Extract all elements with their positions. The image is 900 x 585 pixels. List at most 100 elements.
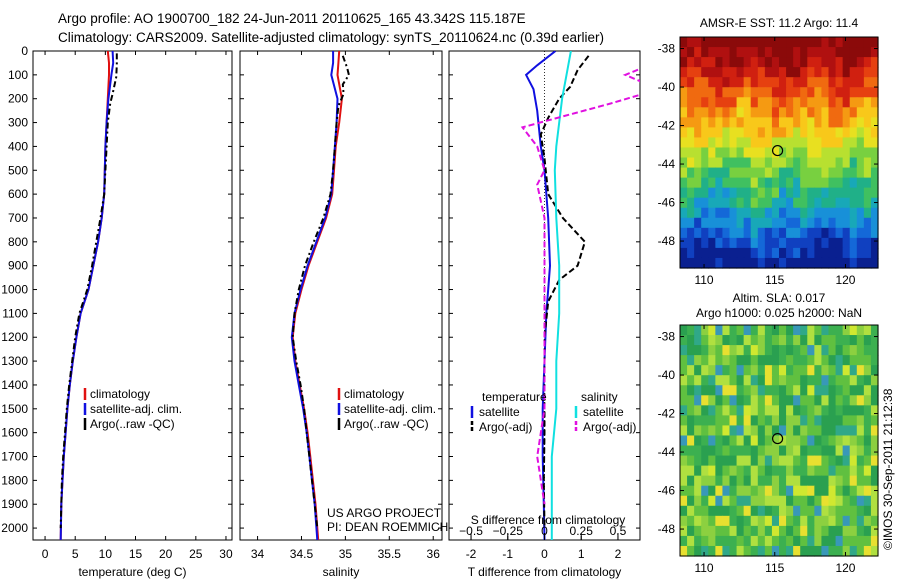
sla-map-cell [750,355,759,366]
sst-map-cell [722,57,731,68]
sst-map-cell [821,167,830,179]
sst-map-cell [835,77,844,88]
sla-map-cell [807,325,815,336]
sst-map-cell [757,217,766,229]
sla-map-cell [743,525,752,537]
sla-map-cell [715,375,724,386]
sla-map-cell [764,365,773,376]
sla-map-cell [779,345,787,356]
sla-map-cell [779,435,787,447]
sla-map-cell [743,455,752,467]
sst-map-cell [856,77,865,88]
sst-map-cell [828,77,837,88]
x-tick-label: 15 [129,547,143,561]
sla-map-cell [750,395,759,406]
sla-map-cell [835,335,844,346]
sla-map-cell [800,405,808,416]
sst-map-cell [779,127,787,139]
sst-map-cell [722,177,731,189]
sst-map-cell [863,177,872,189]
sst-map-cell [835,167,844,179]
sst-map-cell [849,107,858,118]
sla-argo-location-marker [771,432,784,445]
sst-map-cell [708,67,716,78]
sst-map-cell [750,247,759,259]
sla-map-cell [793,435,801,447]
sst-map-cell [849,167,858,179]
x-tick-label: -1 [502,547,513,561]
sla-map-cell [800,535,808,547]
sla-map-cell [715,445,724,457]
sla-map-cell [708,505,716,517]
sst-map-cell [807,117,815,128]
sla-map-cell [821,345,830,356]
sla-map-cell [870,365,879,376]
sla-map-cell [856,325,865,336]
sst-map-cell [708,87,716,98]
sla-map-cell [701,455,709,467]
sla-map-cell [814,505,823,517]
sst-map-cell [786,197,794,209]
sst-map-cell [828,207,837,219]
sla-map-cell [821,385,830,396]
sst-map-cell [687,257,695,269]
sla-map-cell [786,445,794,457]
sla-map-cell [779,465,787,477]
sla-map-cell [743,515,752,527]
sst-map-cell [771,107,780,118]
sst-map-cell [708,247,716,259]
x-tick-label: 10 [99,547,113,561]
sla-map-cell [694,545,702,557]
sst-map-cell [828,167,837,179]
sla-map-cell [800,335,808,346]
sla-map-cell [743,415,752,427]
sla-map-cell [722,485,731,497]
sst-map-cell [743,107,752,118]
sst-map-cell [701,177,709,189]
sst-map-cell [708,207,716,219]
sla-map-cell [743,535,752,547]
sst-map-cell [807,167,815,179]
sla-map-cell [750,335,759,346]
sst-map-cell [701,197,709,209]
sla-map-cell [687,435,695,447]
salinity-series-argo [291,55,350,529]
sst-map-cell [771,157,780,169]
sst-map-cell [757,97,766,108]
sla-map-cell [694,385,702,396]
sst-map-cell [729,187,738,199]
sst-map-cell [729,57,738,68]
sst-map-cell [821,87,830,98]
sla-map-cell [828,335,837,346]
sst-map-cell [814,37,823,48]
sla-map-cell [793,445,801,457]
sst-map-cell [821,237,830,249]
sla-map-cell [771,485,780,497]
sst-map-cell [694,57,702,68]
sst-map-cell [757,37,766,48]
sla-map-cell [729,505,738,517]
sla-map-cell [694,415,702,427]
legend-label: satellite-adj. clim. [344,402,436,416]
sla-map-cell [835,485,844,497]
sst-map-cell [842,247,851,259]
sst-map-cell [715,217,724,229]
sla-map-cell [842,465,851,477]
sla-map-cell [687,425,695,437]
sst-map-cell [708,167,716,179]
sst-map-cell [750,127,759,139]
sst-map-cell [736,57,745,68]
sla-map-cell [722,345,731,356]
sla-map-cell [856,355,865,366]
y-tick-label: 800 [8,235,28,249]
sla-map-cell [779,535,787,547]
legend-label: Argo(-adj) [479,420,532,434]
sst-map-cell [800,97,808,108]
sst-map-cell [708,77,716,88]
sst-map-cell [856,227,865,239]
sla-map-cell [743,475,752,487]
sla-map-cell [870,345,879,356]
sst-map-cell [729,117,738,128]
sst-map-cell [750,217,759,229]
sst-map-cell [849,247,858,259]
